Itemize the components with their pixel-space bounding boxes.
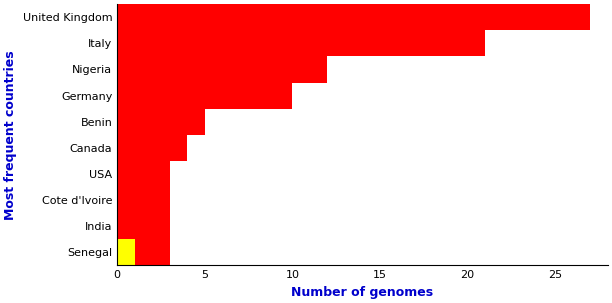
X-axis label: Number of genomes: Number of genomes [291,286,433,299]
Bar [118,82,293,109]
Bar [118,30,485,56]
Bar [118,213,170,239]
Bar [135,239,170,265]
Bar [118,135,187,161]
Bar [118,56,327,82]
Y-axis label: Most frequent countries: Most frequent countries [4,50,17,220]
Bar [118,161,170,187]
Bar [118,4,591,30]
Bar [118,239,135,265]
Bar [118,109,205,135]
Bar [118,187,170,213]
